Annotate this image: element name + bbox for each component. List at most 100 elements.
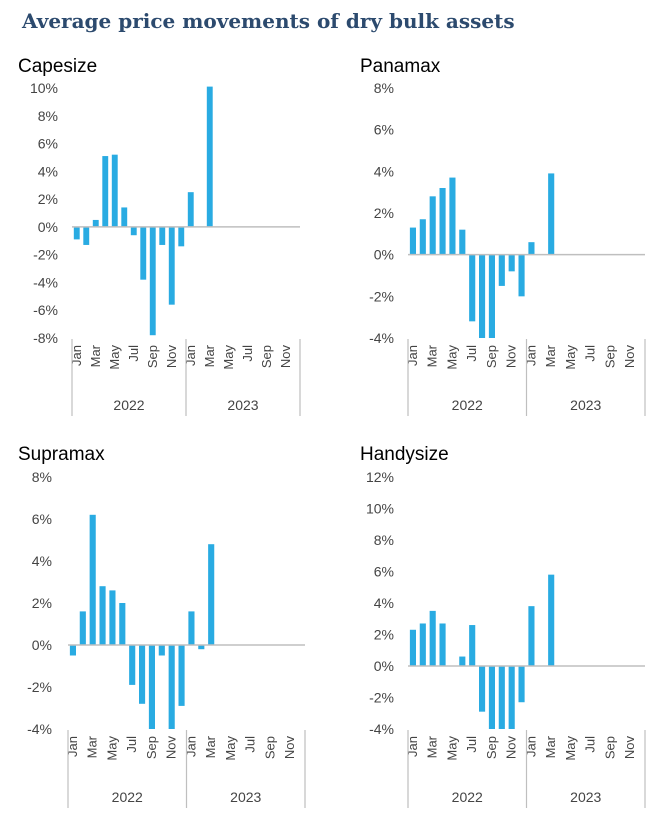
y-tick-label: 0% (374, 658, 394, 674)
x-tick-label: Jul (126, 345, 141, 362)
y-tick-label: -4% (27, 721, 52, 737)
chart-panel-supramax: Supramax -4% -2% 0% 2% 4% 6% 8% Jan Mar May Jul Sep N… (18, 444, 306, 808)
bar-mar-14 (548, 173, 555, 255)
x-tick-label: Sep (259, 345, 274, 368)
x-tick-label: Sep (262, 736, 277, 759)
x-tick-label: May (223, 736, 238, 761)
chart-panel-handysize: Handysize -4% -2% 0% 2% 4% 6% 8% 10% 12% Jan Mar May… (360, 444, 646, 808)
bar-sep-8 (149, 226, 156, 336)
year-label: 2022 (452, 789, 483, 805)
bar-feb-1 (419, 219, 426, 255)
y-tick-label: 8% (374, 532, 394, 548)
bar-oct-9 (498, 254, 505, 286)
bar-dec-11 (518, 666, 525, 703)
y-tick-label: 6% (38, 136, 58, 152)
bar-jul-6 (129, 645, 136, 685)
x-tick-label: Jul (240, 345, 255, 362)
bar-nov-10 (168, 226, 175, 305)
year-label: 2022 (112, 789, 143, 805)
bar-apr-3 (439, 188, 446, 255)
bar-apr-3 (99, 586, 106, 645)
y-tick-label: -4% (33, 274, 58, 290)
x-tick-label: Nov (504, 736, 519, 760)
x-tick-label: Jan (183, 736, 198, 757)
y-tick-label: 2% (374, 627, 394, 643)
page-title: Average price movements of dry bulk asse… (22, 9, 515, 33)
y-tick-label: 0% (374, 247, 394, 263)
bar-dec-11 (518, 254, 525, 297)
bar-jan-12 (188, 611, 195, 645)
bar-jul-6 (469, 254, 476, 322)
x-tick-label: Jan (65, 736, 80, 757)
bar-may-4 (109, 590, 116, 645)
bar-jan-0 (409, 629, 416, 666)
bar-jan-12 (187, 192, 194, 227)
x-tick-label: Sep (484, 345, 499, 368)
bar-jun-5 (459, 656, 466, 666)
bar-mar-2 (429, 196, 436, 255)
chart-title: Capesize (18, 56, 97, 77)
x-tick-label: Mar (543, 344, 558, 367)
bar-nov-10 (508, 254, 515, 272)
bar-mar-2 (89, 514, 96, 645)
x-tick-label: Mar (543, 735, 558, 758)
y-tick-label: 2% (38, 191, 58, 207)
bar-oct-9 (498, 666, 505, 729)
x-tick-label: Nov (164, 736, 179, 760)
bar-nov-10 (168, 645, 175, 729)
y-tick-label: 4% (32, 553, 52, 569)
x-tick-label: May (221, 345, 236, 370)
y-tick-label: 10% (30, 80, 58, 96)
y-tick-label: 0% (32, 637, 52, 653)
chart-title: Handysize (360, 444, 449, 465)
bar-feb-13 (198, 645, 205, 650)
year-label: 2023 (227, 397, 258, 413)
x-tick-label: Nov (282, 736, 297, 760)
bar-jun-5 (121, 207, 128, 227)
x-tick-label: Mar (202, 344, 217, 367)
x-tick-label: Jul (124, 736, 139, 753)
x-tick-label: Sep (144, 736, 159, 759)
bar-dec-11 (178, 226, 185, 247)
x-tick-label: May (563, 345, 578, 370)
x-tick-label: Mar (88, 344, 103, 367)
year-label: 2023 (230, 789, 261, 805)
bar-aug-7 (140, 226, 147, 280)
bar-jul-6 (469, 625, 476, 666)
x-tick-label: Jul (583, 736, 598, 753)
bar-may-4 (111, 154, 118, 227)
y-tick-label: 2% (374, 205, 394, 221)
y-tick-label: 4% (374, 595, 394, 611)
bar-mar-14 (208, 544, 215, 645)
x-tick-label: Nov (622, 345, 637, 369)
x-tick-label: Jul (583, 345, 598, 362)
chart-title: Supramax (18, 444, 105, 465)
chart-panel-capesize: Capesize -8% -6% -4% -2% 0% 2% 4% 6% 8% 10% Jan Mar M… (18, 56, 301, 416)
y-tick-label: -4% (369, 330, 394, 346)
x-tick-label: May (444, 345, 459, 370)
chart-panel-panamax: Panamax -4% -2% 0% 2% 4% 6% 8% Jan Mar May Jul Sep No… (360, 56, 646, 416)
x-tick-label: Mar (425, 735, 440, 758)
x-tick-label: May (563, 736, 578, 761)
year-label: 2023 (570, 397, 601, 413)
x-tick-label: Jul (464, 736, 479, 753)
x-tick-label: Jan (523, 736, 538, 757)
y-tick-label: 2% (32, 595, 52, 611)
bar-jul-6 (130, 226, 137, 236)
x-tick-label: Nov (622, 736, 637, 760)
y-tick-label: 6% (374, 564, 394, 580)
bar-mar-2 (429, 610, 436, 667)
bar-feb-1 (419, 623, 426, 666)
y-tick-label: -2% (27, 679, 52, 695)
x-tick-label: Jan (405, 736, 420, 757)
x-tick-label: Jul (243, 736, 258, 753)
y-tick-label: 8% (38, 108, 58, 124)
bar-aug-7 (139, 645, 146, 704)
y-tick-label: -2% (369, 690, 394, 706)
x-tick-label: Mar (203, 735, 218, 758)
bar-sep-8 (148, 645, 155, 729)
x-tick-label: Sep (602, 345, 617, 368)
y-tick-label: 6% (374, 122, 394, 138)
x-tick-label: Sep (484, 736, 499, 759)
bar-sep-8 (488, 254, 495, 338)
